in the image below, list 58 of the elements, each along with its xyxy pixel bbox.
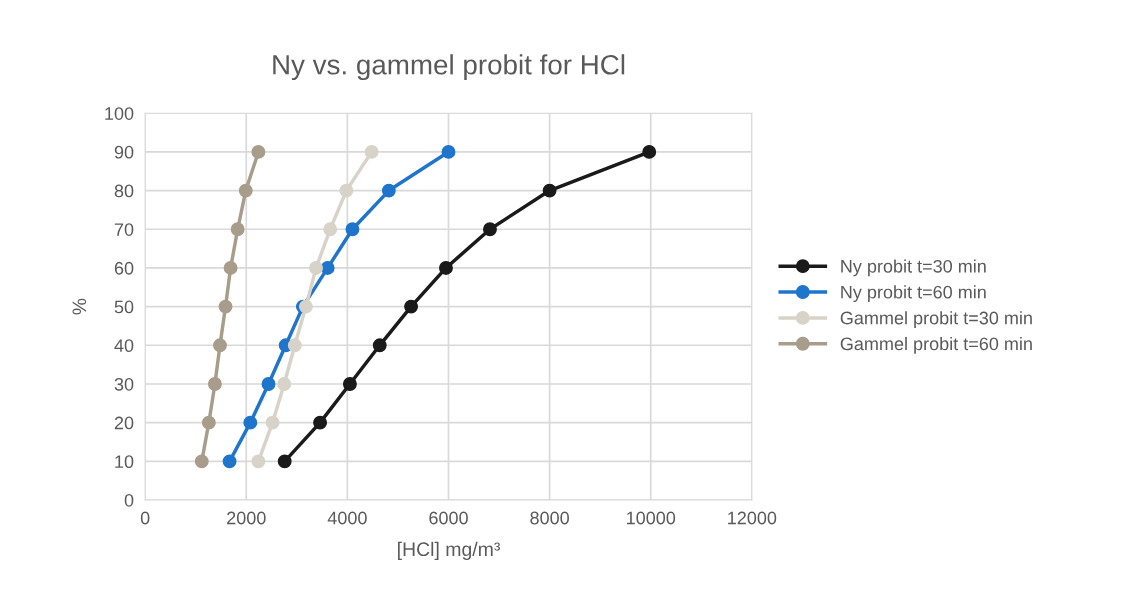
point bbox=[404, 299, 419, 314]
legend-label: Ny probit t=60 min bbox=[841, 285, 986, 303]
y-tick-label: 90 bbox=[114, 145, 134, 159]
point bbox=[441, 144, 456, 159]
point bbox=[309, 260, 323, 275]
x-tick-label: 6000 bbox=[429, 511, 468, 525]
point bbox=[243, 415, 258, 430]
x-tick-label: 2000 bbox=[227, 511, 266, 525]
x-tick-label: 0 bbox=[140, 511, 150, 525]
x-tick-label: 4000 bbox=[327, 511, 367, 525]
point bbox=[339, 183, 354, 198]
y-tick-label: 40 bbox=[114, 339, 134, 353]
point bbox=[218, 299, 233, 314]
point bbox=[238, 183, 253, 198]
point bbox=[320, 260, 335, 275]
x-axis-title: [HCl] mg/m³ bbox=[398, 541, 500, 560]
x-tick-label: 10000 bbox=[627, 511, 676, 525]
point bbox=[207, 377, 222, 391]
point bbox=[201, 415, 216, 430]
point bbox=[364, 144, 379, 159]
point bbox=[265, 415, 280, 430]
y-tick-label: 100 bbox=[105, 107, 134, 120]
point bbox=[194, 454, 209, 469]
legend-label: Gammel probit t=60 min bbox=[840, 336, 1032, 354]
x-tick-label: 12000 bbox=[728, 511, 777, 525]
y-tick-label: 0 bbox=[124, 493, 134, 507]
point bbox=[230, 222, 245, 237]
point bbox=[277, 454, 292, 469]
point bbox=[372, 338, 387, 353]
legend-label: Gammel probit t=30 min bbox=[840, 311, 1032, 328]
point bbox=[323, 222, 338, 237]
point bbox=[251, 454, 266, 469]
point bbox=[213, 338, 227, 353]
point bbox=[381, 183, 396, 198]
point bbox=[313, 415, 328, 430]
point bbox=[439, 260, 453, 275]
point bbox=[261, 377, 276, 391]
point bbox=[277, 377, 292, 391]
point bbox=[542, 183, 557, 198]
point bbox=[342, 377, 357, 391]
y-tick-label: 20 bbox=[114, 416, 134, 430]
legend-label: Ny probit t=30 min bbox=[841, 259, 986, 277]
y-axis-title: % bbox=[72, 298, 87, 315]
point bbox=[287, 338, 302, 353]
point bbox=[222, 454, 237, 469]
point bbox=[642, 144, 657, 159]
y-tick-label: 50 bbox=[114, 300, 134, 314]
point bbox=[223, 260, 238, 275]
point bbox=[483, 222, 497, 237]
point bbox=[345, 222, 360, 237]
y-tick-label: 70 bbox=[114, 223, 134, 236]
y-tick-label: 60 bbox=[114, 261, 134, 275]
y-tick-label: 30 bbox=[114, 377, 134, 391]
chart-title: Ny vs. gammel probit for HCl bbox=[273, 54, 625, 81]
y-tick-label: 80 bbox=[114, 184, 134, 198]
point bbox=[251, 144, 266, 159]
y-tick-label: 10 bbox=[115, 455, 134, 469]
x-tick-label: 8000 bbox=[530, 511, 569, 525]
